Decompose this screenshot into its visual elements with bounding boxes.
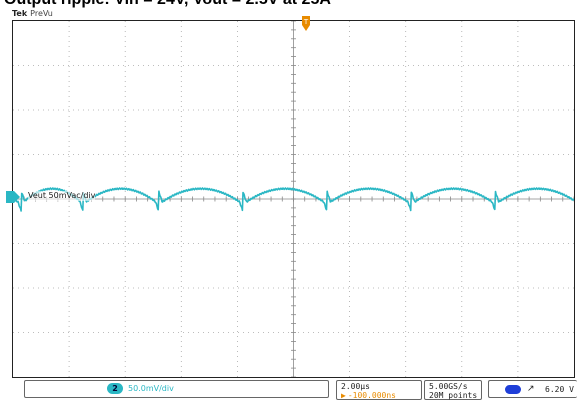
graticule bbox=[13, 21, 574, 377]
acquisition-mode: PreVu bbox=[30, 9, 53, 18]
channel-number-badge: 2 bbox=[107, 383, 123, 394]
horizontal-scale: 2.00µs bbox=[341, 382, 370, 391]
trigger-position-arrow-icon: ▶ bbox=[341, 391, 346, 400]
brand-name: Tek bbox=[12, 9, 28, 18]
horizontal-delay-value: -100.000ns bbox=[347, 391, 396, 400]
channel-ground-marker-shape bbox=[6, 191, 20, 203]
trigger-level: 6.20 V bbox=[545, 385, 574, 394]
horizontal-delay: ▶ -100.000ns bbox=[341, 391, 396, 400]
timebase-box[interactable]: 2.00µs ▶ -100.000ns bbox=[336, 380, 422, 400]
trigger-position-marker-icon[interactable]: T bbox=[301, 16, 311, 32]
rising-edge-icon: ↗ bbox=[527, 384, 535, 394]
channel-settings-box[interactable]: 2 50.0mV/div bbox=[24, 380, 329, 398]
trigger-box[interactable]: ↗ 6.20 V bbox=[488, 380, 577, 398]
trigger-position-marker-shape bbox=[302, 16, 310, 31]
scope-display[interactable] bbox=[12, 20, 575, 378]
status-bar: 2 50.0mV/div 2.00µs ▶ -100.000ns 5.00GS/s… bbox=[0, 378, 577, 402]
waveform-trace bbox=[13, 187, 574, 212]
scope-brand-label: Tek PreVu bbox=[12, 9, 53, 19]
channel-vertical-scale: 50.0mV/div bbox=[128, 384, 174, 393]
acquisition-box[interactable]: 5.00GS/s 20M points bbox=[424, 380, 482, 400]
sample-rate: 5.00GS/s bbox=[429, 382, 468, 391]
trigger-source-badge bbox=[505, 385, 521, 394]
record-length: 20M points bbox=[429, 391, 478, 400]
page-title: Output ripple: Vin = 24V, Vout = 2.5V at… bbox=[4, 0, 577, 9]
trigger-position-marker-glyph: T bbox=[303, 18, 309, 26]
channel-ground-marker-icon[interactable] bbox=[6, 191, 20, 203]
channel-label: Veut 50mVac/div bbox=[28, 191, 96, 201]
